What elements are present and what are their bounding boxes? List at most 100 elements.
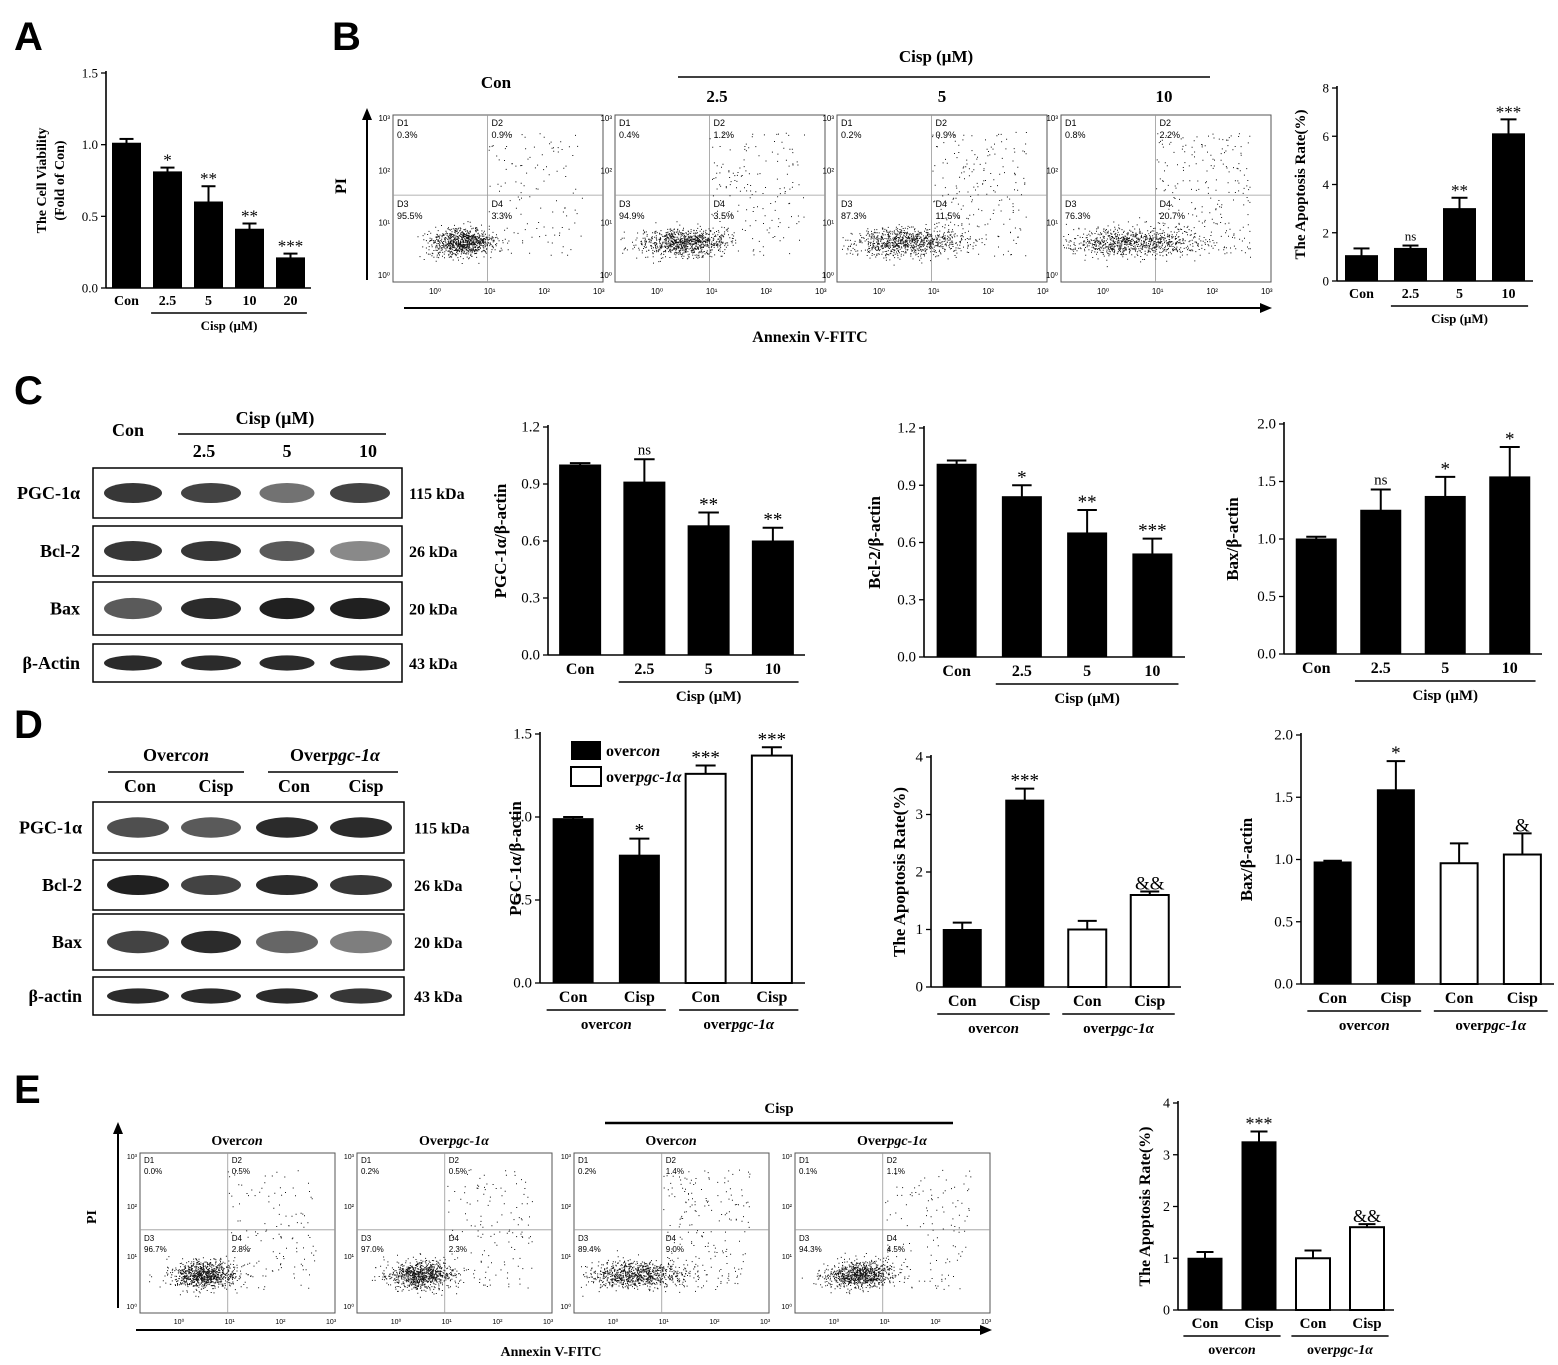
flow-plot-2: D1 0.4% D2 1.2% D3 94.9% D4 3.5% 10³ 10² 10¹ 10⁰ 10⁰…	[600, 114, 827, 296]
significance-mark: *	[635, 821, 645, 842]
x-group-overcon: overcon	[581, 1017, 632, 1033]
blot-row-0: PGC-1α 115 kDa	[17, 467, 465, 519]
y-tick-label: 0.5	[513, 893, 532, 909]
bar-5-2	[194, 201, 223, 289]
x-group-overcon: overcon	[968, 1021, 1019, 1037]
quadrant-d2-value: 0.5%	[449, 1167, 467, 1176]
y-tick-label: 8	[1323, 81, 1330, 96]
x-group-overpgc: overpgc-1α	[1307, 1343, 1373, 1358]
flow-b-title-3: 5	[938, 87, 947, 106]
quadrant-d4-value: 2.3%	[449, 1245, 467, 1254]
flow-x-tick: 10⁰	[829, 1318, 840, 1326]
significance-mark: ***	[1011, 771, 1040, 792]
blot-row-1: Bcl-2 26 kDa	[40, 525, 457, 577]
quadrant-d4-value: 4.5%	[887, 1245, 905, 1254]
flow-y-tick: 10⁰	[781, 1303, 792, 1311]
flow-x-tick: 10²	[275, 1319, 286, 1326]
quadrant-d4-value: 11.5%	[936, 211, 961, 221]
quadrant-d1-name: D1	[397, 118, 409, 128]
x-tick-label: 5	[1456, 287, 1463, 302]
x-tick-label: Cisp	[1009, 993, 1040, 1010]
flow-x-tick: 10⁰	[174, 1318, 185, 1326]
quadrant-d3-value: 87.3%	[841, 211, 867, 221]
flow-y-tick: 10¹	[782, 1254, 793, 1261]
quadrant-d3-name: D3	[361, 1234, 372, 1243]
scatter-dots	[417, 133, 583, 264]
flow-x-tick: 10⁰	[873, 287, 885, 296]
x-tick-label: Con	[691, 989, 720, 1006]
flow-e-annexin-label: Annexin V-FITC	[500, 1345, 601, 1360]
blot-band	[104, 597, 162, 620]
blot-kda-label: 115 kDa	[414, 821, 470, 838]
y-tick-label: 0.0	[897, 650, 916, 666]
quadrant-d2-value: 0.5%	[232, 1167, 250, 1176]
y-axis-label: Bax/β-actin	[1223, 497, 1242, 581]
y-tick-label: 0.6	[897, 535, 916, 551]
y-axis-label: The Apoptosis Rate(%)	[1293, 109, 1309, 259]
blot-d-group-1: Overcon	[143, 745, 209, 765]
chart-c2: 0.0 0.3 0.6 0.9 1.2 Bcl-2/β-actin Con * 2.5 ** 5 **…	[865, 421, 1185, 707]
x-tick-label: 5	[1441, 660, 1449, 677]
significance-mark: *	[163, 151, 172, 170]
significance-mark: *	[1017, 467, 1027, 488]
blot-protein-label: Bcl-2	[40, 541, 80, 561]
y-tick-label: 0.9	[897, 478, 916, 494]
x-tick-label: 2.5	[634, 661, 654, 678]
bar-con-0	[942, 929, 982, 988]
x-tick-label: Con	[559, 989, 588, 1006]
y-tick-label: 1.5	[1257, 474, 1276, 490]
blot-band	[330, 483, 390, 503]
flow-plot-frame	[573, 1152, 770, 1314]
x-tick-label: Cisp	[1352, 1316, 1381, 1332]
flow-y-tick: 10²	[561, 1204, 572, 1211]
blot-protein-label: Bax	[52, 932, 82, 952]
significance-mark: ***	[758, 729, 787, 750]
quadrant-d2-name: D2	[1160, 118, 1172, 128]
significance-mark: ns	[1374, 473, 1388, 489]
y-axis-label: PGC-1α/β-actin	[491, 483, 510, 598]
significance-mark: &&	[1135, 874, 1165, 895]
flow-x-tick: 10³	[760, 1319, 771, 1326]
blot-d-group-2: Overpgc-1α	[290, 745, 381, 765]
y-axis-label-2: (Fold of Con)	[53, 140, 68, 220]
blot-row-3: β-Actin 43 kDa	[23, 643, 457, 683]
quadrant-d4-value: 3.3%	[492, 211, 513, 221]
blot-band	[330, 930, 392, 954]
y-tick-label: 1.5	[82, 66, 98, 81]
quadrant-d3-name: D3	[397, 199, 409, 209]
flow-b-plots: D1 0.3% D2 0.9% D3 95.5% D4 3.3% 10³ 10² 10¹ 10⁰ 10⁰…	[378, 114, 1273, 296]
quadrant-d1-value: 0.2%	[578, 1167, 596, 1176]
quadrant-d4-name: D4	[714, 199, 726, 209]
quadrant-d2-value: 0.9%	[936, 130, 957, 140]
chart-e: 0 1 2 3 4 The Apoptosis Rate(%) Con *** Cisp Con &…	[1137, 1097, 1394, 1358]
scatter-dots	[1063, 133, 1251, 268]
flow-x-tick: 10⁰	[429, 287, 441, 296]
flow-x-tick: 10¹	[442, 1319, 453, 1326]
quadrant-d1-value: 0.2%	[841, 130, 862, 140]
y-tick-label: 0.0	[513, 976, 532, 992]
flow-x-tick: 10²	[760, 287, 772, 296]
x-group-label: Cisp (μM)	[1431, 311, 1488, 326]
quadrant-d2-value: 2.2%	[1160, 130, 1181, 140]
y-tick-label: 0.5	[1257, 589, 1276, 605]
scatter-points	[1063, 133, 1251, 268]
blot-band	[181, 483, 241, 503]
bar-con-0	[1187, 1257, 1223, 1311]
y-tick-label: 3	[916, 807, 924, 823]
blot-band	[104, 483, 162, 503]
bar-cisp-1	[1376, 789, 1415, 985]
quadrant-d1-name: D1	[799, 1156, 810, 1165]
significance-mark: **	[1451, 181, 1468, 200]
bar-con-0	[1345, 255, 1378, 282]
flow-b-con-title: Con	[481, 73, 512, 92]
blot-protein-label: PGC-1α	[17, 483, 80, 503]
flow-y-tick: 10⁰	[600, 271, 612, 280]
flow-y-tick: 10¹	[378, 219, 390, 228]
y-tick-label: 2	[916, 865, 924, 881]
flow-b-title-4: 10	[1156, 87, 1173, 106]
flow-y-tick: 10³	[782, 1154, 793, 1161]
quadrant-d4-name: D4	[887, 1234, 898, 1243]
flow-y-tick: 10⁰	[126, 1303, 137, 1311]
quadrant-d1-value: 0.8%	[1065, 130, 1086, 140]
x-tick-label: Cisp	[1244, 1316, 1273, 1332]
